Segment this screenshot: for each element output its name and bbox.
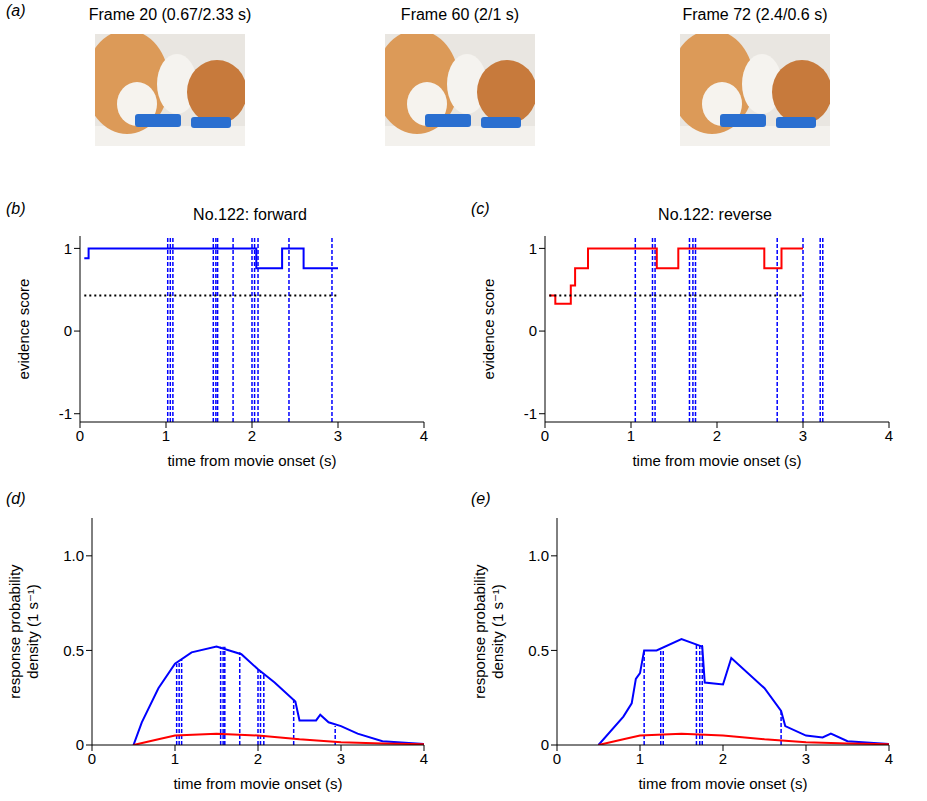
svg-text:time from movie onset (s): time from movie onset (s) bbox=[632, 452, 801, 469]
svg-text:1.0: 1.0 bbox=[63, 547, 84, 564]
svg-text:0: 0 bbox=[76, 427, 84, 444]
html-text:(b): (b) bbox=[6, 200, 26, 217]
svg-text:2: 2 bbox=[254, 750, 262, 767]
svg-text:4: 4 bbox=[885, 427, 893, 444]
svg-text:evidence score: evidence score bbox=[15, 279, 32, 380]
svg-text:0: 0 bbox=[541, 736, 549, 753]
svg-text:1: 1 bbox=[627, 427, 635, 444]
html-text:(c): (c) bbox=[471, 200, 490, 217]
svg-text:1.0: 1.0 bbox=[528, 547, 549, 564]
svg-text:evidence score: evidence score bbox=[480, 279, 497, 380]
html-text:(a): (a) bbox=[6, 2, 26, 19]
svg-text:time from movie onset (s): time from movie onset (s) bbox=[638, 775, 807, 792]
svg-text:1: 1 bbox=[171, 750, 179, 767]
svg-text:-1: -1 bbox=[59, 405, 72, 422]
html-text:Frame 60 (2/1 s): Frame 60 (2/1 s) bbox=[400, 6, 520, 23]
svg-text:3: 3 bbox=[334, 427, 342, 444]
svg-text:1: 1 bbox=[64, 240, 72, 257]
svg-text:response probabilitydensity (1: response probabilitydensity (1 s⁻¹) bbox=[471, 564, 506, 699]
svg-text:4: 4 bbox=[420, 427, 428, 444]
svg-text:3: 3 bbox=[802, 750, 810, 767]
svg-text:0: 0 bbox=[541, 427, 549, 444]
html-text:(d): (d) bbox=[6, 490, 26, 507]
svg-text:-1: -1 bbox=[524, 405, 537, 422]
svg-text:1: 1 bbox=[162, 427, 170, 444]
svg-text:0: 0 bbox=[76, 736, 84, 753]
html-text:(e): (e) bbox=[471, 490, 491, 507]
html-text:Frame 20 (0.67/2.33 s): Frame 20 (0.67/2.33 s) bbox=[88, 6, 252, 23]
svg-text:2: 2 bbox=[719, 750, 727, 767]
svg-text:0.5: 0.5 bbox=[528, 642, 549, 659]
svg-text:3: 3 bbox=[799, 427, 807, 444]
svg-text:2: 2 bbox=[713, 427, 721, 444]
svg-text:0: 0 bbox=[553, 750, 561, 767]
svg-text:3: 3 bbox=[337, 750, 345, 767]
html-text:No.122: forward: No.122: forward bbox=[193, 206, 307, 223]
svg-text:time from movie onset (s): time from movie onset (s) bbox=[167, 452, 336, 469]
html-text:Frame 72 (2.4/0.6 s): Frame 72 (2.4/0.6 s) bbox=[682, 6, 828, 23]
svg-text:0: 0 bbox=[88, 750, 96, 767]
svg-text:0: 0 bbox=[64, 322, 72, 339]
svg-text:response probabilitydensity (1: response probabilitydensity (1 s⁻¹) bbox=[6, 564, 41, 699]
svg-text:0: 0 bbox=[529, 322, 537, 339]
svg-text:2: 2 bbox=[248, 427, 256, 444]
svg-text:1: 1 bbox=[529, 240, 537, 257]
html-text:No.122: reverse: No.122: reverse bbox=[658, 206, 772, 223]
svg-text:4: 4 bbox=[885, 750, 893, 767]
svg-text:1: 1 bbox=[636, 750, 644, 767]
svg-text:0.5: 0.5 bbox=[63, 642, 84, 659]
svg-text:4: 4 bbox=[420, 750, 428, 767]
svg-text:time from movie onset (s): time from movie onset (s) bbox=[173, 775, 342, 792]
